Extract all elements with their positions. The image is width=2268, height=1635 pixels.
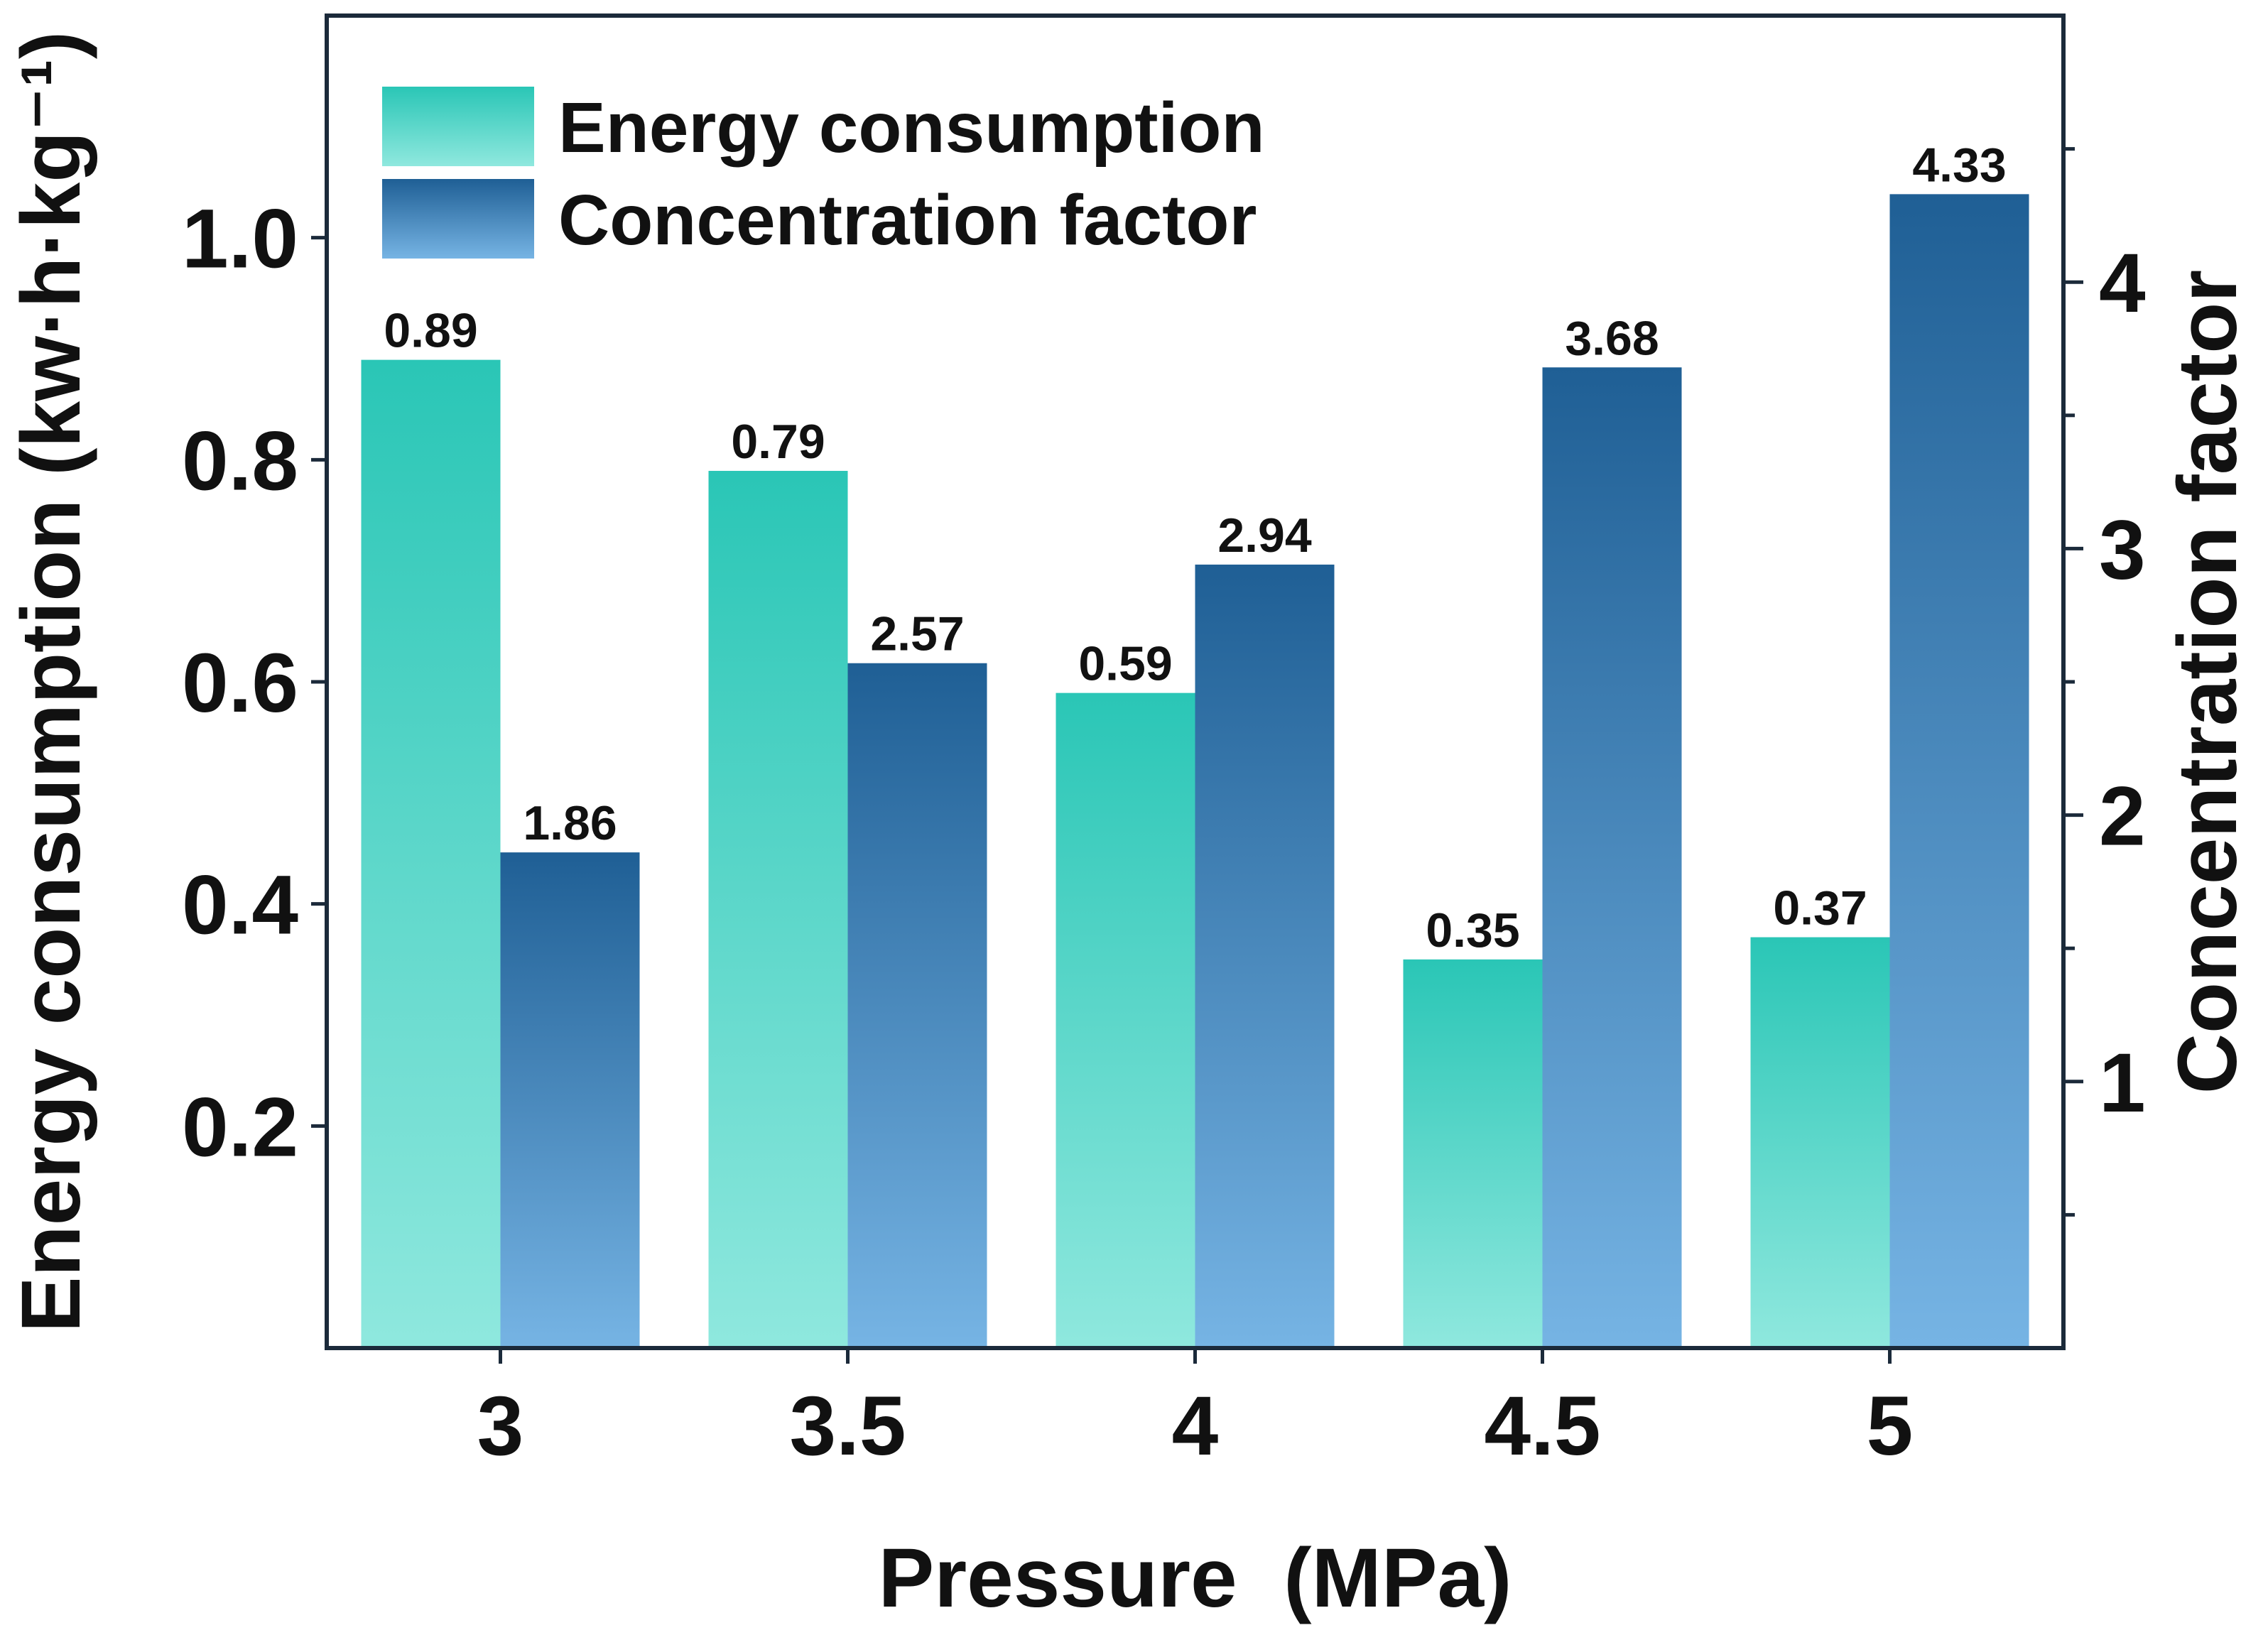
energy-bar-1 bbox=[708, 470, 848, 1348]
right-y-axis-title: Concentration factor bbox=[2161, 270, 2255, 1094]
right-y-tick-label-3: 4 bbox=[2099, 237, 2146, 330]
energy-value-label-4: 0.37 bbox=[1773, 881, 1867, 935]
concentration-value-label-1: 2.57 bbox=[870, 607, 964, 661]
energy-bar-2 bbox=[1056, 692, 1195, 1348]
left-y-tick-label-3: 0.8 bbox=[182, 414, 298, 508]
x-tick-label-4: 5 bbox=[1867, 1379, 1914, 1473]
legend-swatch-energy bbox=[382, 87, 534, 166]
concentration-value-label-4: 4.33 bbox=[1912, 138, 2006, 192]
x-tick-label-0: 3 bbox=[477, 1379, 524, 1473]
energy-bar-0 bbox=[361, 359, 501, 1349]
energy-value-label-0: 0.89 bbox=[384, 304, 477, 358]
concentration-bar-2 bbox=[1195, 564, 1335, 1348]
left-y-tick-label-2: 0.6 bbox=[182, 636, 298, 730]
concentration-value-label-0: 1.86 bbox=[523, 796, 617, 850]
concentration-value-label-3: 3.68 bbox=[1565, 311, 1659, 365]
x-tick-label-2: 4 bbox=[1172, 1379, 1219, 1473]
legend-label-concentration: Concentration factor bbox=[558, 180, 1257, 260]
bars-layer bbox=[361, 194, 2029, 1349]
left-y-axis-title: Energy consumption (kw·h·kg⁻¹) bbox=[4, 31, 98, 1332]
ticks-layer bbox=[311, 147, 2083, 1364]
concentration-value-label-2: 2.94 bbox=[1217, 509, 1312, 563]
concentration-bar-3 bbox=[1542, 367, 1682, 1349]
x-axis-title: Pressure (MPa) bbox=[879, 1531, 1512, 1625]
right-y-tick-label-0: 1 bbox=[2099, 1036, 2146, 1130]
energy-value-label-2: 0.59 bbox=[1078, 637, 1172, 691]
energy-value-label-3: 0.35 bbox=[1426, 903, 1519, 957]
concentration-bar-1 bbox=[847, 663, 987, 1348]
right-y-tick-label-2: 3 bbox=[2099, 503, 2146, 597]
energy-bar-3 bbox=[1403, 959, 1543, 1348]
concentration-bar-0 bbox=[500, 852, 640, 1348]
right-y-tick-label-1: 2 bbox=[2099, 770, 2146, 864]
x-tick-label-3: 4.5 bbox=[1484, 1379, 1600, 1473]
x-tick-label-1: 3.5 bbox=[789, 1379, 906, 1473]
energy-value-label-1: 0.79 bbox=[731, 415, 825, 469]
left-y-tick-label-0: 0.2 bbox=[182, 1080, 298, 1174]
energy-bar-4 bbox=[1750, 937, 1890, 1348]
left-y-tick-label-4: 1.0 bbox=[182, 192, 298, 286]
concentration-bar-4 bbox=[1889, 194, 2029, 1348]
labels-layer: 0.89 1.86 3 0.79 2.57 3.5 0.59 2.94 4 0.35 3.68 4.5… bbox=[182, 138, 2146, 1473]
legend-swatch-concentration bbox=[382, 179, 534, 259]
legend: Energy consumption Concentration factor bbox=[382, 87, 1265, 260]
legend-label-energy: Energy consumption bbox=[558, 88, 1265, 168]
left-y-tick-label-1: 0.4 bbox=[182, 859, 298, 952]
